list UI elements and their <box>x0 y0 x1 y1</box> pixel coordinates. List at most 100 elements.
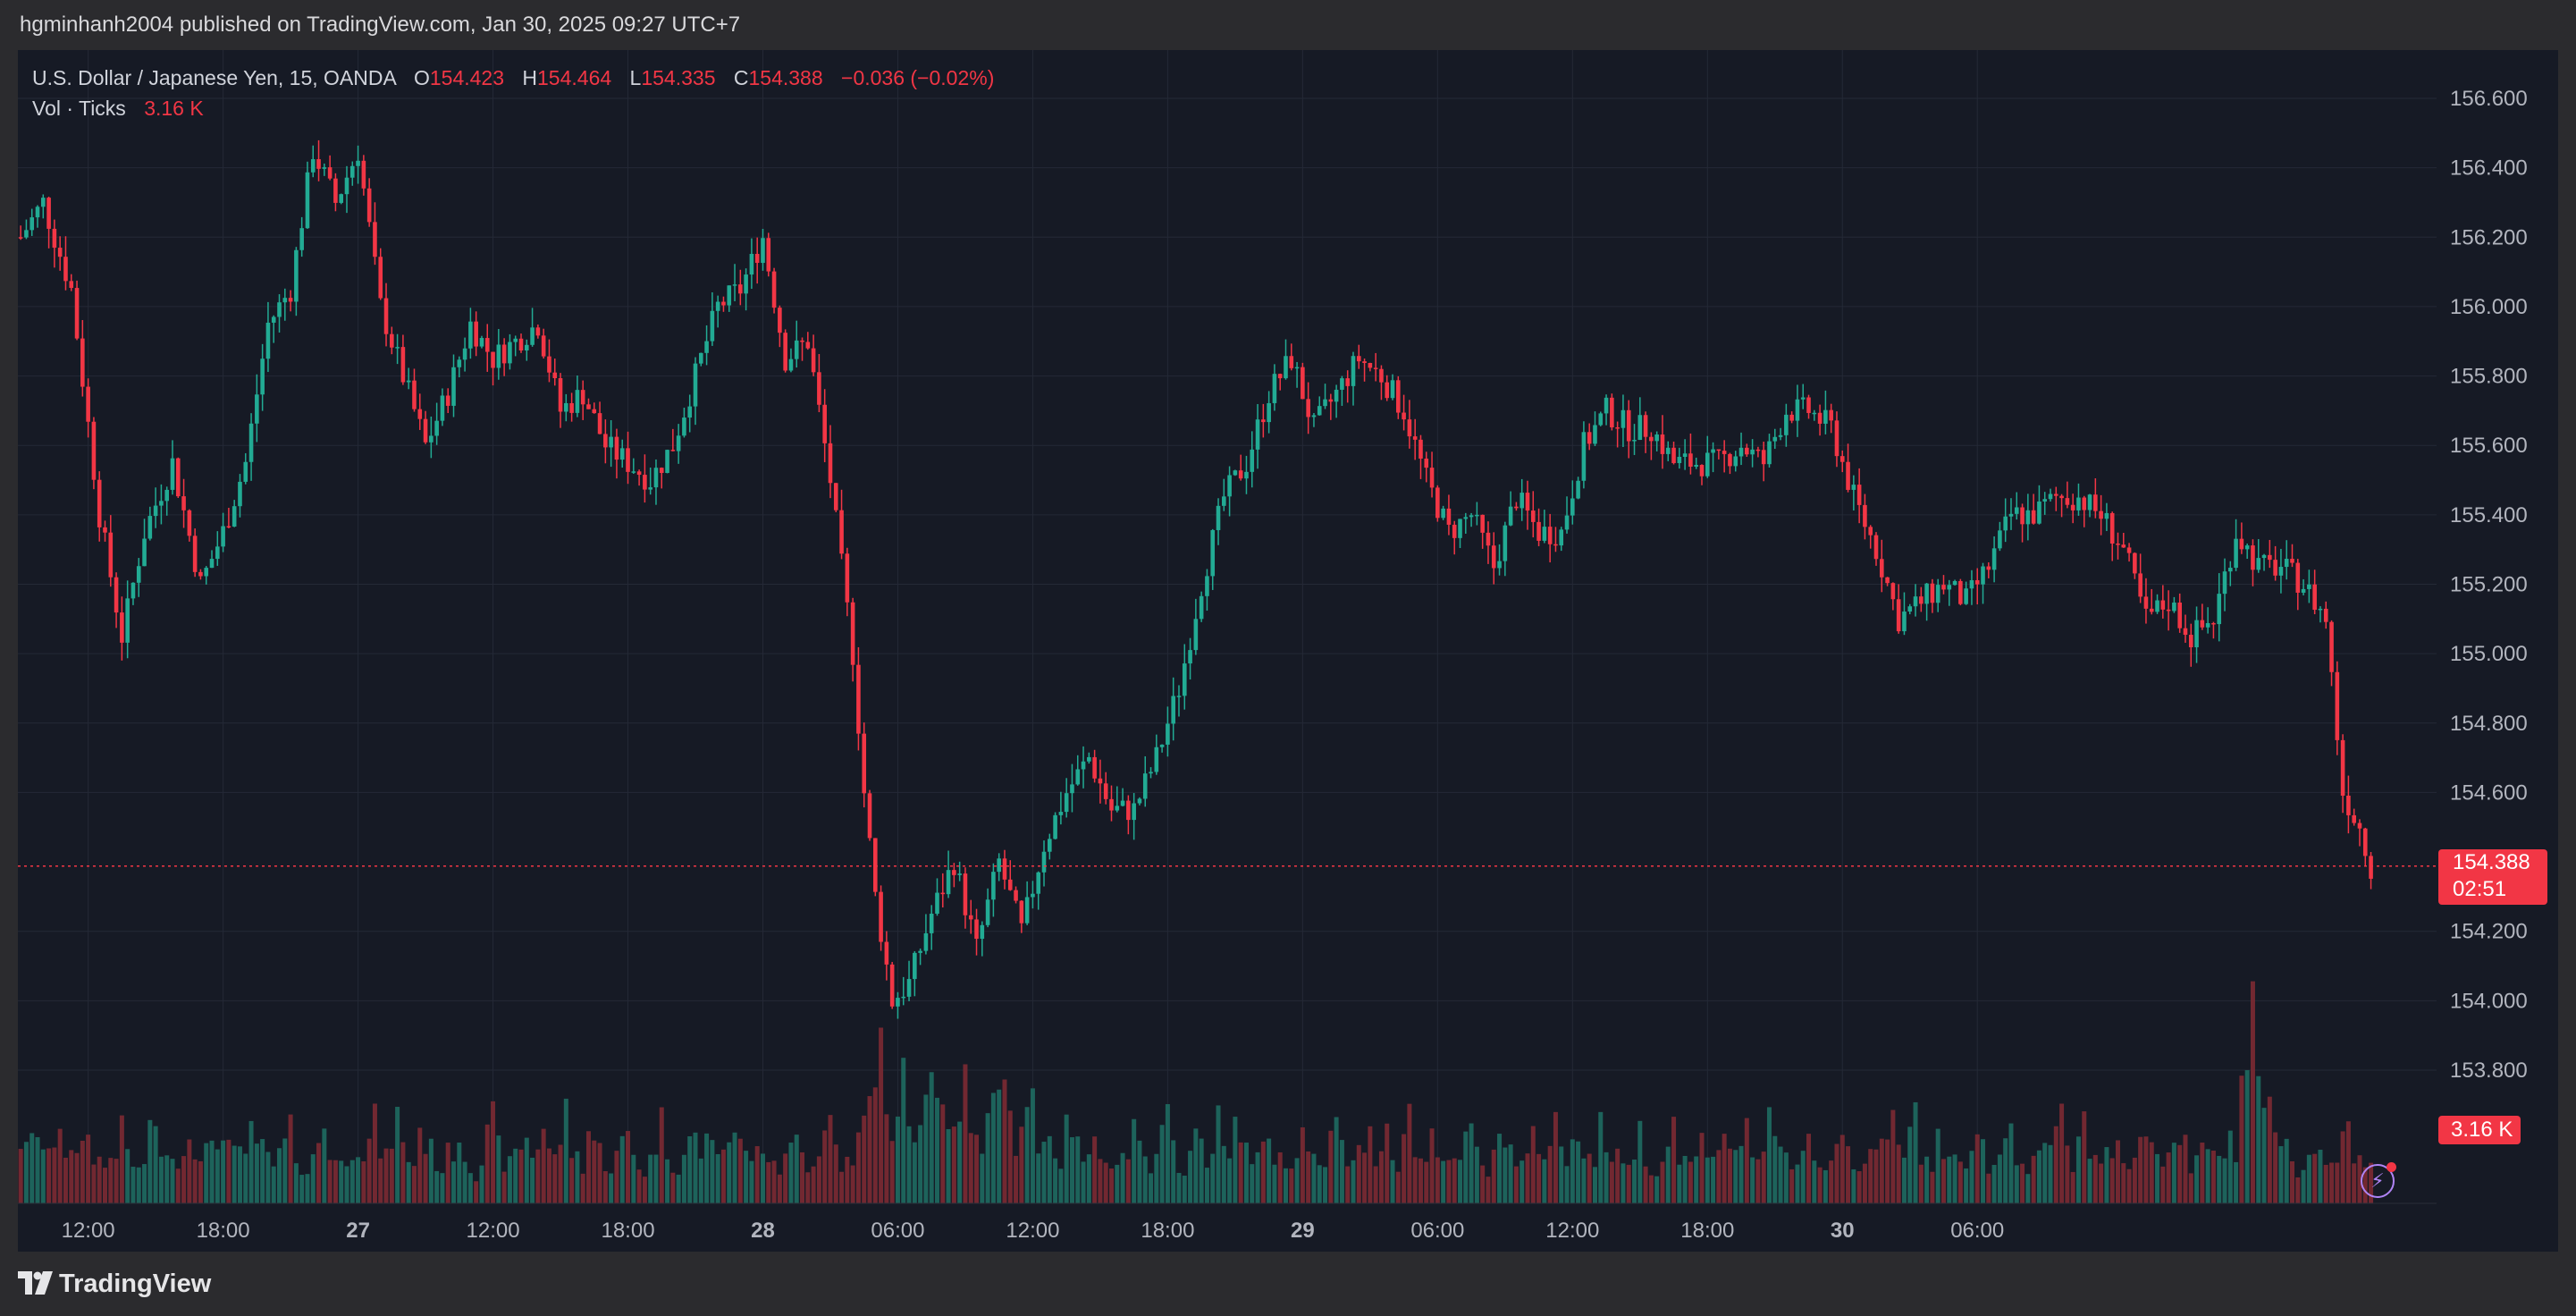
candle-body <box>2008 513 2014 517</box>
candle-body <box>1508 506 1513 526</box>
price-chart[interactable]: 156.600 156.400 156.200 156.000 155.800 155.6… <box>0 0 2576 1252</box>
candle-body <box>1745 447 1749 455</box>
volume-bar <box>1345 1166 1351 1203</box>
volume-bar <box>119 1115 124 1203</box>
candle-body <box>41 198 46 207</box>
candle-body <box>400 347 406 383</box>
candle-body <box>2166 609 2171 612</box>
volume-bar <box>912 1142 917 1203</box>
volume-bar <box>676 1174 681 1203</box>
volume-bar <box>2171 1143 2176 1203</box>
candle-body <box>209 559 215 569</box>
candle-body <box>29 217 35 231</box>
volume-bar <box>1250 1164 1255 1203</box>
candle-body <box>142 538 147 567</box>
candle-body <box>1385 382 1390 399</box>
x-tick-label: 18:00 <box>197 1219 250 1243</box>
volume-bar <box>771 1160 777 1203</box>
candle-body <box>850 602 855 665</box>
candle-body <box>1514 506 1519 509</box>
candle-body <box>339 194 344 203</box>
candle-body <box>479 338 484 347</box>
volume-bar <box>187 1139 192 1203</box>
candle-body <box>1480 514 1485 533</box>
y-tick-label: 154.000 <box>2450 989 2528 1013</box>
volume-bar <box>1559 1146 1564 1203</box>
volume-label[interactable]: Vol · Ticks <box>32 97 126 120</box>
candle-body <box>2014 507 2019 514</box>
candle-body <box>811 348 816 373</box>
candle-body <box>940 892 946 895</box>
candle-body <box>665 450 669 474</box>
candle-body <box>738 284 743 294</box>
volume-bar <box>1221 1145 1226 1203</box>
volume-bar <box>1243 1143 1249 1203</box>
candle-body <box>1210 529 1216 577</box>
volume-bar <box>501 1171 507 1203</box>
candle-body <box>2234 538 2238 569</box>
candle-body <box>535 327 541 336</box>
candle-body <box>1834 420 1839 457</box>
candle-body <box>547 356 551 373</box>
publisher-header: hgminhanh2004 published on TradingView.c… <box>0 0 2576 50</box>
candle-body <box>1407 419 1412 437</box>
chart-panel[interactable] <box>18 50 2558 1252</box>
candle-body <box>2138 573 2142 597</box>
volume-bar <box>2194 1155 2200 1203</box>
lightning-icon[interactable]: ⚡ <box>2361 1162 2396 1198</box>
volume-bar <box>1817 1167 1823 1203</box>
y-tick-label: 155.800 <box>2450 365 2528 389</box>
volume-bar <box>1284 1168 1289 1203</box>
candle-body <box>1615 426 1620 429</box>
volume-bar <box>563 1098 568 1203</box>
volume-bar <box>158 1156 164 1203</box>
candle-body <box>103 527 107 533</box>
volume-bar <box>1069 1137 1074 1203</box>
candle-body <box>670 450 676 451</box>
volume-bar <box>1694 1156 1699 1203</box>
x-tick-label: 18:00 <box>601 1219 654 1243</box>
brand-name[interactable]: TradingView <box>59 1270 212 1298</box>
volume-bar <box>940 1104 946 1203</box>
candle-body <box>86 386 90 422</box>
candlesticks <box>18 139 2373 1019</box>
volume-bar <box>575 1151 580 1203</box>
candle-body <box>1238 470 1243 479</box>
volume-bar <box>395 1107 400 1203</box>
volume-bar <box>86 1135 91 1203</box>
volume-bar <box>2014 1165 2019 1203</box>
volume-bar <box>1907 1126 1913 1203</box>
candle-body <box>676 435 681 451</box>
candle-body <box>749 253 754 275</box>
volume-bar <box>2003 1138 2008 1203</box>
candle-body <box>1930 583 1935 603</box>
volume-bar <box>990 1092 996 1203</box>
volume-bar <box>474 1181 479 1203</box>
volume-bar <box>1058 1168 1064 1203</box>
symbol-title[interactable]: U.S. Dollar / Japanese Yen, 15, OANDA <box>32 66 396 89</box>
volume-bar <box>2329 1162 2335 1203</box>
candle-body <box>2099 510 2103 519</box>
candle-body <box>754 253 760 264</box>
volume-bar <box>1981 1139 1986 1203</box>
volume-bar <box>1486 1177 1491 1203</box>
volume-bar <box>1711 1156 1716 1203</box>
volume-bar <box>378 1158 383 1203</box>
candle-body <box>1637 415 1643 441</box>
high-value: 154.464 <box>537 66 612 89</box>
volume-bar <box>626 1131 631 1203</box>
volume-bar <box>2115 1140 2120 1203</box>
candle-body <box>508 342 512 364</box>
volume-bar <box>2345 1121 2351 1203</box>
volume-bar <box>1609 1161 1614 1203</box>
volume-bar <box>963 1064 968 1203</box>
volume-bar <box>1356 1144 1361 1203</box>
volume-bar <box>1856 1171 1862 1203</box>
volume-bar <box>1474 1146 1479 1203</box>
candle-body <box>1446 508 1452 525</box>
volume-bar <box>23 1142 29 1203</box>
volume-bar <box>2075 1136 2081 1203</box>
candle-body <box>2301 588 2306 593</box>
candle-body <box>1199 595 1204 620</box>
candle-body <box>1340 378 1344 390</box>
